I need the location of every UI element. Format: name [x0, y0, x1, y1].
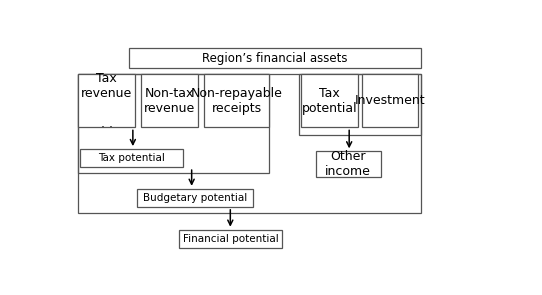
Text: Financial potential: Financial potential: [183, 234, 279, 244]
FancyBboxPatch shape: [362, 74, 418, 127]
Text: Tax
potential: Tax potential: [301, 87, 357, 115]
FancyBboxPatch shape: [301, 74, 358, 127]
FancyBboxPatch shape: [128, 48, 421, 68]
Text: Tax potential: Tax potential: [98, 153, 165, 163]
FancyBboxPatch shape: [80, 149, 183, 167]
FancyBboxPatch shape: [141, 74, 198, 127]
Text: Budgetary potential: Budgetary potential: [143, 193, 247, 203]
FancyBboxPatch shape: [78, 74, 135, 127]
Text: Other
income: Other income: [325, 150, 371, 178]
FancyBboxPatch shape: [315, 151, 380, 177]
FancyBboxPatch shape: [137, 189, 253, 207]
FancyBboxPatch shape: [179, 230, 282, 248]
Text: Non-tax
revenue: Non-tax revenue: [144, 87, 195, 115]
Text: Non-repayable
receipts: Non-repayable receipts: [191, 87, 283, 115]
FancyBboxPatch shape: [204, 74, 269, 127]
Text: Tax
revenue

. .: Tax revenue . .: [81, 72, 132, 130]
Text: Region’s financial assets: Region’s financial assets: [202, 52, 347, 65]
Text: Investment: Investment: [355, 94, 425, 107]
